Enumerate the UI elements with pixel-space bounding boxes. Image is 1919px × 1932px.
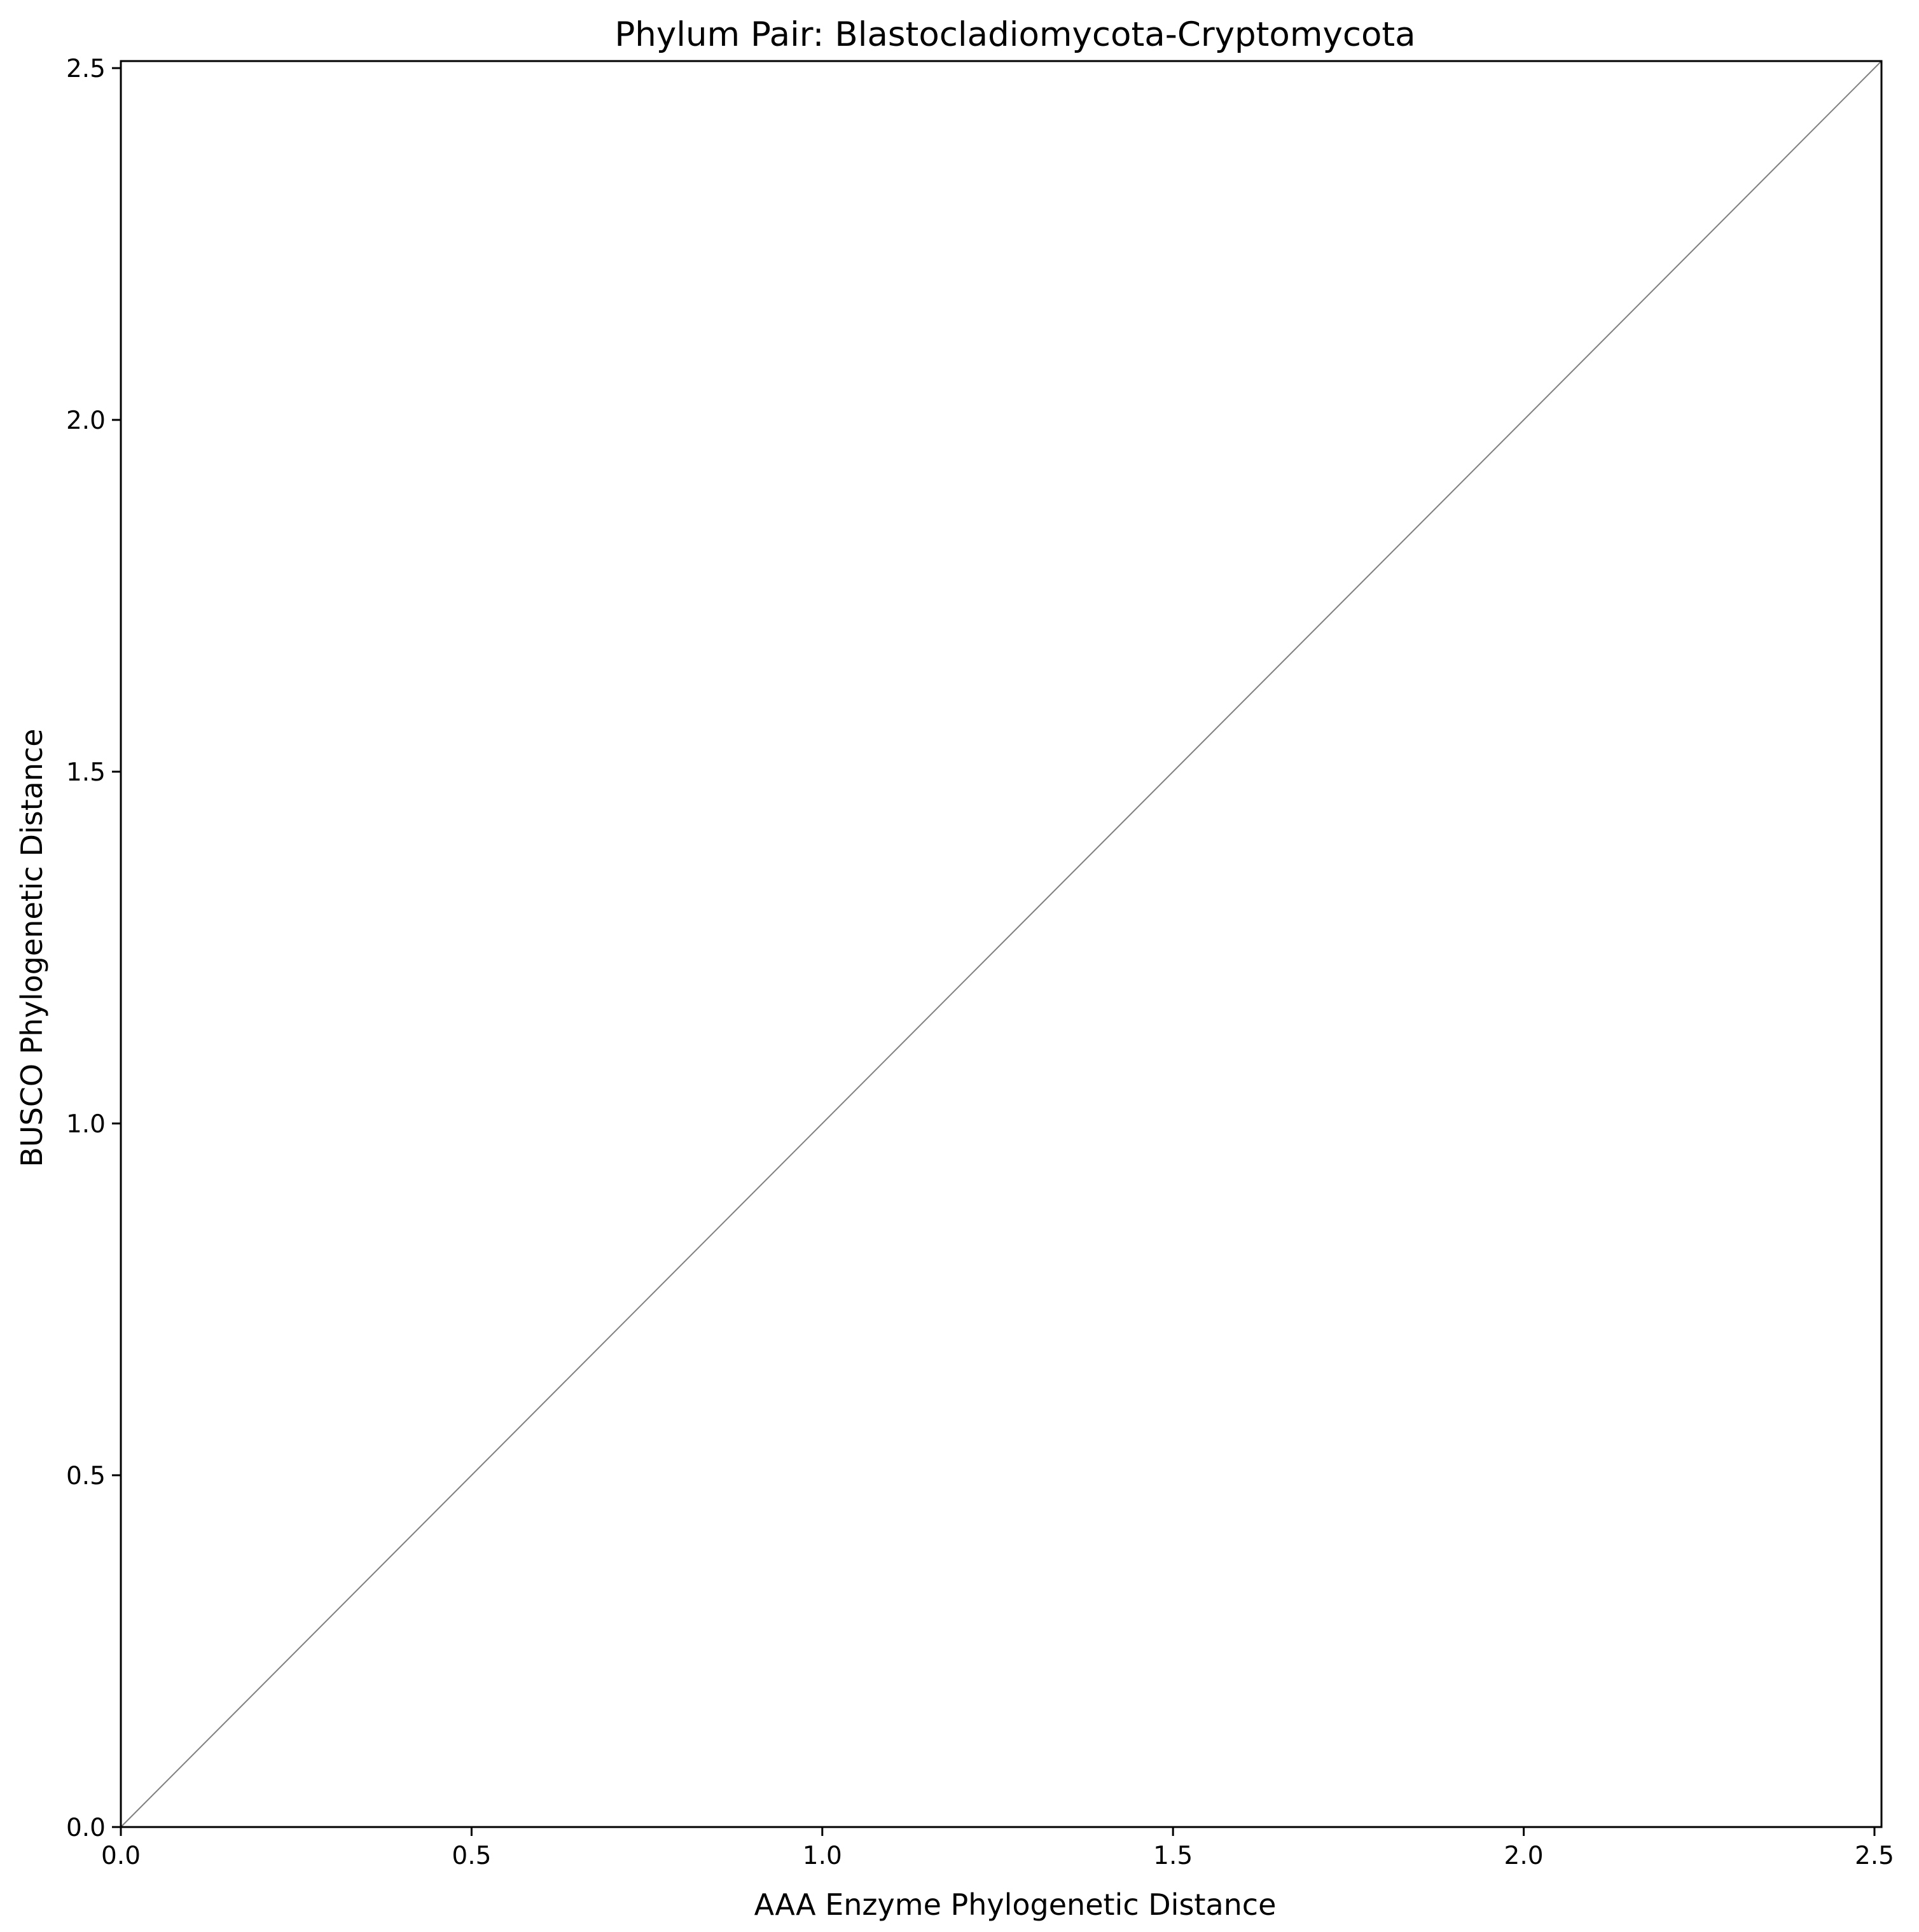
x-tick-label: 1.5 xyxy=(1153,1842,1193,1870)
x-tick-label: 2.5 xyxy=(1855,1842,1894,1870)
chart-title: Phylum Pair: Blastocladiomycota-Cryptomy… xyxy=(614,15,1415,54)
y-tick-label: 0.5 xyxy=(66,1462,106,1491)
x-tick-label: 0.5 xyxy=(452,1842,491,1870)
diagonal-reference-line xyxy=(120,60,1882,1828)
x-tick-label: 0.0 xyxy=(101,1842,141,1870)
y-tick-label: 2.0 xyxy=(66,407,106,435)
x-axis: 0.0 0.5 1.0 1.5 2.0 2.5 xyxy=(101,1827,1894,1870)
y-tick-label: 1.0 xyxy=(66,1110,106,1139)
y-tick-label: 0.0 xyxy=(66,1814,106,1842)
axes-frame xyxy=(120,60,1883,1828)
x-tick-label: 2.0 xyxy=(1504,1842,1544,1870)
x-axis-label: AAA Enzyme Phylogenetic Distance xyxy=(754,1887,1277,1922)
y-tick-label: 1.5 xyxy=(66,758,106,787)
y-axis: 0.0 0.5 1.0 1.5 2.0 2.5 xyxy=(66,55,121,1842)
x-tick-label: 1.0 xyxy=(803,1842,842,1870)
plot-area xyxy=(120,60,1883,1828)
y-axis-label: BUSCO Phylogenetic Distance xyxy=(15,728,49,1167)
y-tick-label: 2.5 xyxy=(66,55,106,83)
